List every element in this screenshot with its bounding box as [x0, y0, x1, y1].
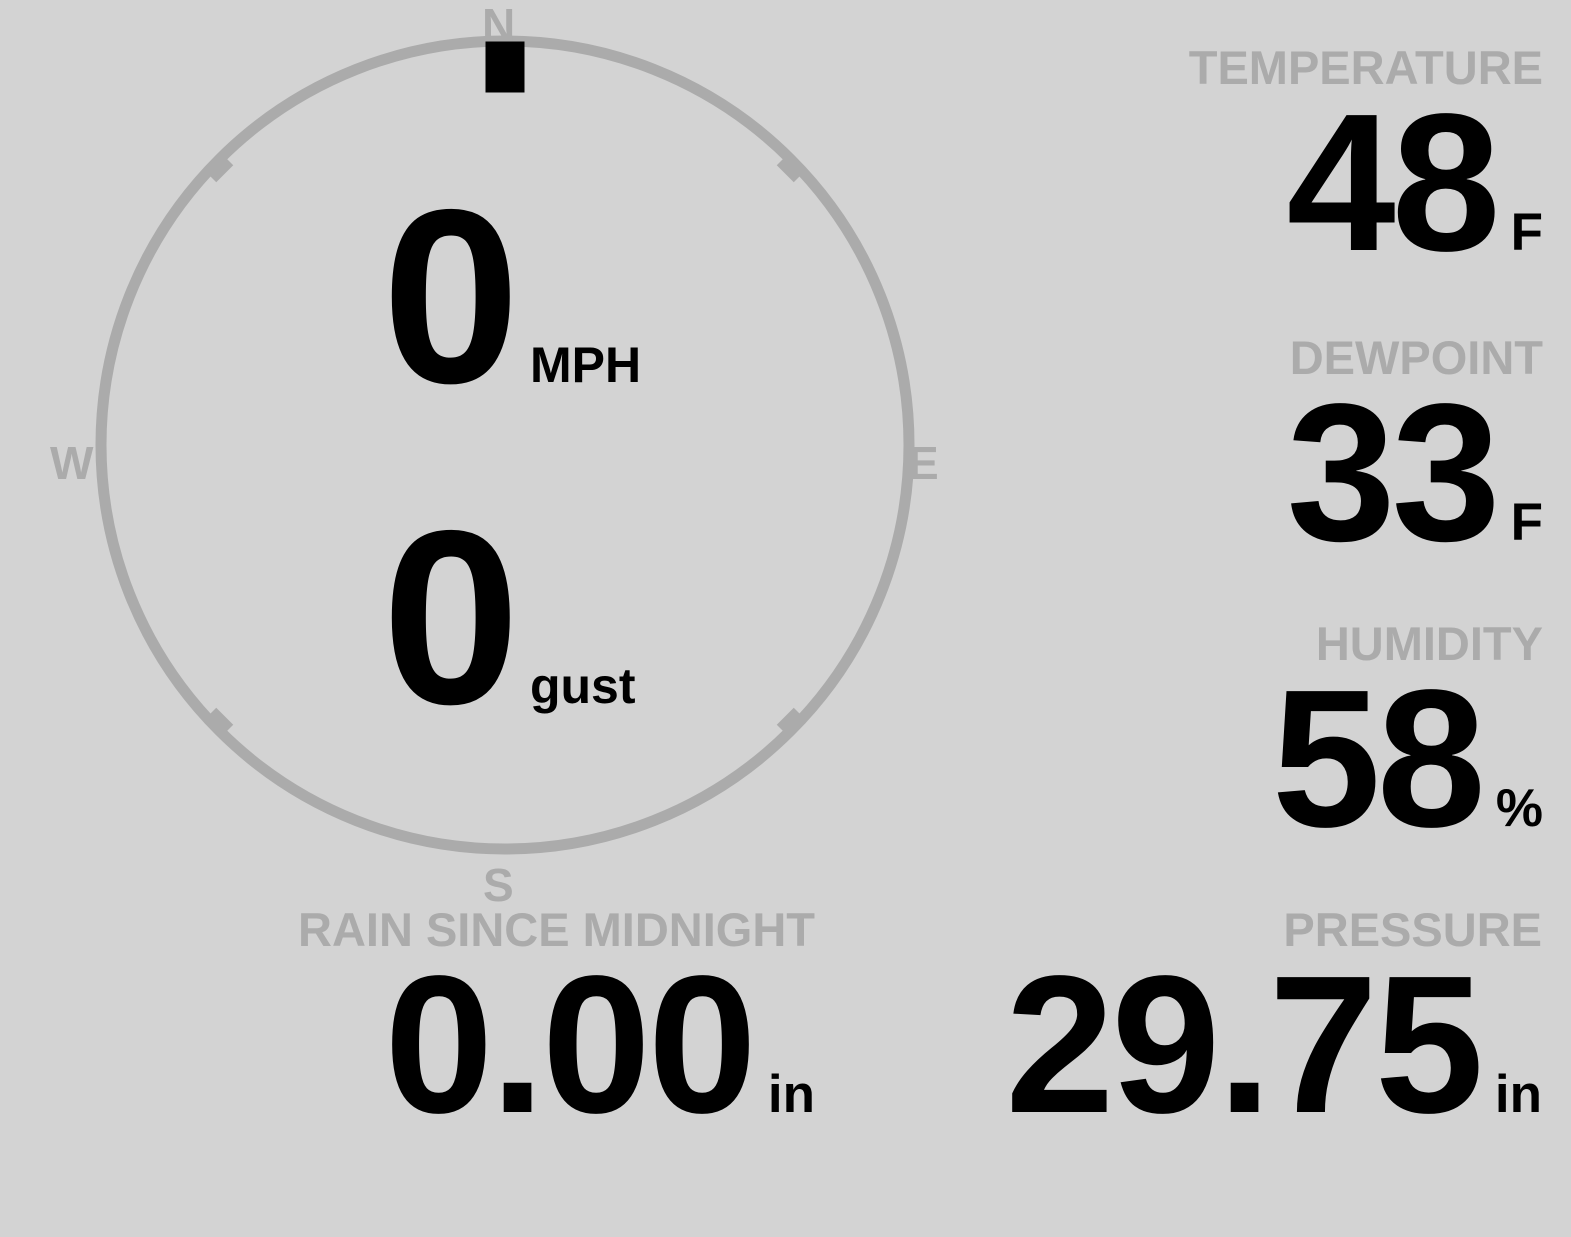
metric-humidity-unit: %: [1495, 779, 1543, 838]
metric-dewpoint-value: 33: [1286, 363, 1501, 582]
metric-pressure-value: 29.75: [1005, 935, 1483, 1154]
metric-temperature: TEMPERATURE 48 F: [903, 41, 1543, 292]
metric-pressure-row: 29.75 in: [830, 935, 1542, 1154]
wind-compass-panel: N S W E 0 MPH 0 gust: [0, 0, 1010, 908]
compass-label-south: S: [483, 859, 514, 911]
wind-direction-indicator: [485, 41, 525, 93]
compass-ticks: [207, 156, 803, 734]
metric-dewpoint-unit: F: [1510, 493, 1543, 552]
metric-pressure-label: PRESSURE: [1283, 903, 1542, 956]
metric-rain-unit: in: [767, 1065, 815, 1124]
wind-speed-readout: 0 MPH: [382, 157, 642, 435]
compass-dial: [95, 35, 915, 855]
wind-gust-readout: 0 gust: [382, 478, 636, 756]
compass-label-north: N: [482, 0, 516, 51]
wind-speed-value: 0: [382, 157, 520, 435]
metric-dewpoint-row: 33 F: [903, 363, 1543, 582]
metric-rain-value: 0.00: [384, 935, 756, 1154]
metric-dewpoint-label: DEWPOINT: [1289, 331, 1543, 384]
compass-ring: [95, 35, 915, 855]
metric-pressure-unit: in: [1494, 1065, 1542, 1124]
compass-label-east: E: [908, 437, 939, 489]
metric-humidity: HUMIDITY 58 %: [903, 617, 1543, 868]
metric-humidity-row: 58 %: [903, 649, 1543, 868]
metric-rain: RAIN SINCE MIDNIGHT 0.00 in: [150, 903, 815, 1154]
wind-speed-unit: MPH: [529, 337, 642, 393]
metric-pressure: PRESSURE 29.75 in: [830, 903, 1542, 1154]
metric-temperature-unit: F: [1510, 203, 1543, 262]
metric-temperature-row: 48 F: [903, 73, 1543, 292]
compass-tick-sw: [207, 707, 234, 734]
metric-dewpoint: DEWPOINT 33 F: [903, 331, 1543, 582]
metric-temperature-label: TEMPERATURE: [1188, 41, 1543, 94]
compass-tick-ne: [776, 156, 803, 183]
wind-gust-value: 0: [382, 478, 520, 756]
metric-temperature-value: 48: [1286, 73, 1501, 292]
compass-tick-nw: [207, 156, 234, 183]
metric-rain-label: RAIN SINCE MIDNIGHT: [298, 903, 815, 956]
metric-rain-row: 0.00 in: [150, 935, 815, 1154]
wind-gust-unit: gust: [529, 658, 636, 714]
compass-label-west: W: [50, 437, 94, 489]
compass-tick-se: [776, 707, 803, 734]
metric-humidity-value: 58: [1271, 649, 1486, 868]
metric-humidity-label: HUMIDITY: [1315, 617, 1543, 670]
